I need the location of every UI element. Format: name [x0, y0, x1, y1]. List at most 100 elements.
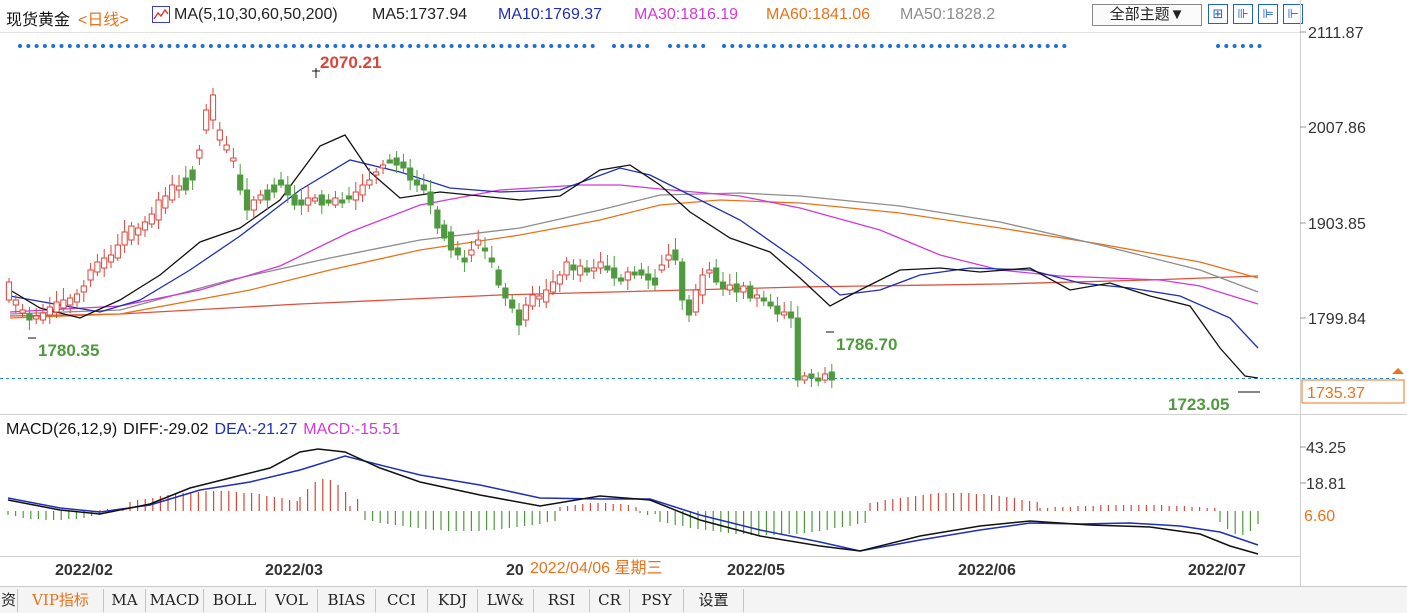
ma60-line	[9, 199, 1259, 319]
candle-body	[794, 317, 801, 381]
indicator-chart-icon[interactable]	[152, 6, 170, 23]
candle-body	[475, 239, 482, 246]
tab-vip-indicator[interactable]: VIP指标	[18, 589, 104, 612]
candle-body	[733, 283, 740, 293]
moving-averages	[9, 134, 1259, 379]
candle-body	[94, 261, 101, 273]
signal-dot	[838, 44, 843, 48]
candle-body	[611, 267, 618, 279]
candle-body	[597, 261, 604, 269]
signal-dot	[1232, 44, 1237, 48]
signal-dot	[1216, 44, 1220, 48]
signal-dot	[416, 44, 421, 48]
signal-dot	[549, 44, 554, 48]
zoom-out-icon[interactable]: ⊫	[1258, 4, 1278, 24]
macd-header: MACD(26,12,9) DIFF:-29.02 DEA:-21.27 MACD:-…	[6, 421, 406, 439]
candle-body	[672, 249, 679, 261]
signal-dot	[134, 44, 139, 48]
signal-dot	[1029, 44, 1034, 48]
signal-dot	[242, 44, 247, 48]
signal-dot	[184, 44, 188, 48]
candle-body	[604, 265, 611, 271]
dea-value: DEA:-21.27	[214, 421, 298, 438]
signal-dot	[267, 44, 271, 48]
candle-body	[454, 247, 461, 256]
price-tick-label: 1799.84	[1308, 311, 1366, 328]
candle-body	[67, 297, 74, 306]
period-selector[interactable]: <日线>	[78, 12, 129, 29]
signal-dot	[896, 44, 901, 48]
candle-body	[386, 159, 393, 164]
fullscreen-icon[interactable]: ⊞	[1208, 4, 1228, 24]
candle-body	[175, 185, 183, 191]
signal-dot	[333, 44, 338, 48]
tab-kdj[interactable]: KDJ	[428, 589, 478, 612]
signal-dot	[912, 44, 917, 48]
candle-body	[257, 194, 264, 201]
signal-dot	[433, 44, 437, 48]
candle-body	[128, 225, 135, 241]
candle-body	[114, 244, 121, 259]
signal-dot	[701, 44, 706, 48]
tab-boll[interactable]: BOLL	[204, 589, 266, 612]
ma30-line	[9, 184, 1259, 313]
tab-ma[interactable]: MA	[104, 589, 146, 612]
signal-dot	[971, 44, 975, 48]
instrument-title[interactable]: 现货黄金	[6, 12, 71, 29]
signal-dot	[350, 44, 354, 48]
candle-body	[509, 299, 516, 309]
signal-dot	[645, 44, 650, 48]
signal-dot	[854, 44, 859, 48]
signal-dot	[159, 44, 164, 48]
tab-rsi[interactable]: RSI	[534, 589, 590, 612]
candle-body	[189, 169, 196, 181]
candle-body	[427, 191, 434, 206]
time-label: 2022/02	[55, 562, 113, 579]
signal-dot	[796, 44, 801, 48]
chart-canvas[interactable]: 2111.87 2007.86 1903.85 1799.84 1735.37 …	[0, 0, 1407, 586]
tab-cr[interactable]: CR	[590, 589, 630, 612]
candle-body	[583, 267, 591, 273]
macd-axis: 43.25 18.81 6.60	[1300, 440, 1346, 525]
tab-bias[interactable]: BIAS	[318, 589, 376, 612]
chart-header: 现货黄金 <日线> MA(5,10,30,60,50,200) MA5:1737…	[0, 0, 1300, 32]
candle-body	[801, 375, 808, 381]
signal-dot	[846, 44, 851, 48]
candle-body	[379, 164, 387, 169]
zoom-in-icon[interactable]: ⊪	[1233, 4, 1253, 24]
signal-dot	[628, 44, 633, 48]
tab-cci[interactable]: CCI	[376, 589, 428, 612]
theme-dropdown-button[interactable]: 全部主题▼	[1092, 4, 1202, 26]
tab-lwr[interactable]: LW&	[478, 589, 534, 612]
signal-dot	[937, 44, 942, 48]
candle-body	[549, 281, 557, 293]
low-annotation-3: 1723.05	[1168, 395, 1229, 414]
candle-body	[339, 199, 346, 204]
signal-dot	[366, 44, 371, 48]
candle-body	[787, 311, 795, 319]
crosshair-date-tooltip: 2022/04/06 星期三	[528, 557, 696, 580]
signal-dot	[51, 44, 56, 48]
candle-body	[631, 271, 638, 276]
signal-dot	[904, 44, 909, 48]
signal-dot	[192, 44, 197, 48]
signal-dot	[457, 44, 462, 48]
tab-psy[interactable]: PSY	[630, 589, 684, 612]
tab-vol[interactable]: VOL	[266, 589, 318, 612]
scroll-end-icon[interactable]: ⊩	[1283, 4, 1303, 24]
signal-dot	[676, 44, 681, 48]
tab-settings[interactable]: 设置	[684, 589, 744, 612]
signal-dot	[225, 44, 230, 48]
signal-dots	[18, 44, 1262, 48]
signal-dot	[1004, 44, 1009, 48]
tab-macd[interactable]: MACD	[146, 589, 204, 612]
candle-body	[121, 231, 128, 246]
signal-dot	[755, 44, 760, 48]
tab-resource[interactable]: 资	[0, 589, 18, 612]
candle-body	[468, 249, 475, 256]
candle-body	[393, 157, 400, 166]
candle-body	[529, 294, 536, 307]
signal-dot	[771, 44, 776, 48]
signal-dot	[962, 44, 967, 48]
signal-dot	[692, 44, 697, 48]
